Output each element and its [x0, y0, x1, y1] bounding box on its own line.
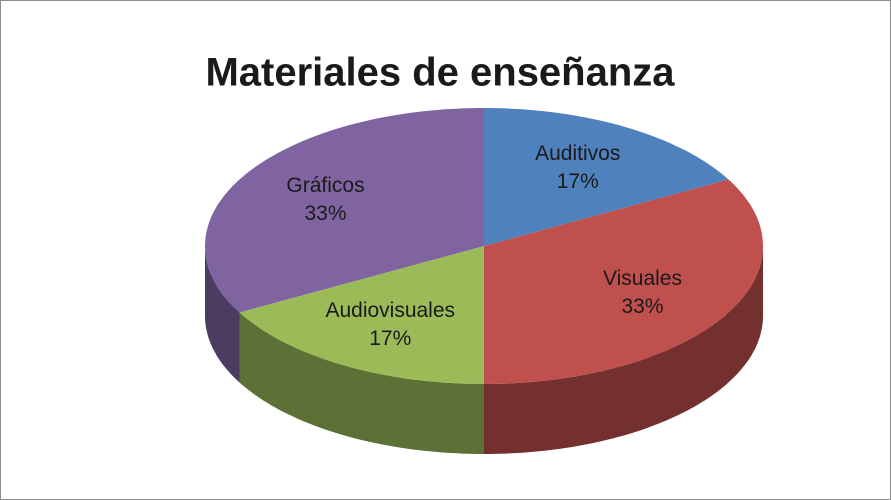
slice-value-label: 17% [369, 327, 411, 350]
slice-label: Visuales [603, 267, 682, 290]
pie-slice [239, 246, 484, 384]
pie-slice [205, 108, 484, 313]
pie-slice [484, 179, 763, 384]
slice-label: Gráficos [286, 174, 364, 197]
pie-side [484, 246, 763, 454]
pie-side [239, 312, 484, 454]
slice-value-label: 17% [557, 170, 599, 193]
pie-slice [484, 108, 729, 246]
slice-value-label: 33% [621, 295, 663, 318]
slice-label: Auditivos [535, 142, 620, 165]
pie-side [205, 246, 240, 383]
slice-value-label: 33% [304, 202, 346, 225]
slice-label: Audiovisuales [325, 299, 455, 322]
chart-title: Materiales de enseñanza [205, 51, 675, 95]
